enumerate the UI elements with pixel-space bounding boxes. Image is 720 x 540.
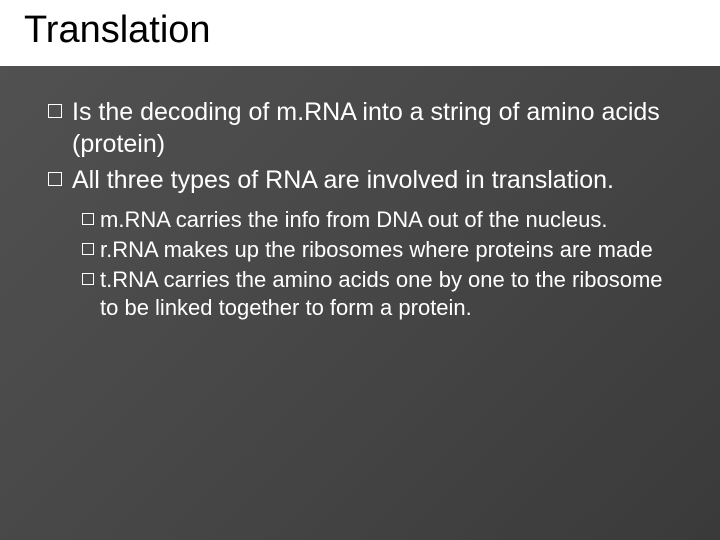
slide-title: Translation bbox=[0, 0, 720, 66]
slide-body: Is the decoding of m.RNA into a string o… bbox=[0, 66, 720, 323]
sub-bullet-text: r.RNA makes up the ribosomes where prote… bbox=[100, 236, 653, 264]
bullet-text: All three types of RNA are involved in t… bbox=[72, 164, 614, 196]
sub-bullet-text: t.RNA carries the amino acids one by one… bbox=[100, 266, 680, 322]
sub-bullet-item: t.RNA carries the amino acids one by one… bbox=[82, 266, 680, 322]
bullet-text: Is the decoding of m.RNA into a string o… bbox=[72, 96, 680, 160]
square-bullet-icon bbox=[48, 172, 62, 186]
sub-bullet-item: r.RNA makes up the ribosomes where prote… bbox=[82, 236, 680, 264]
sub-bullet-item: m.RNA carries the info from DNA out of t… bbox=[82, 206, 680, 234]
sub-bullet-text: m.RNA carries the info from DNA out of t… bbox=[100, 206, 607, 234]
square-bullet-icon bbox=[82, 213, 94, 225]
square-bullet-icon bbox=[82, 243, 94, 255]
bullet-item: Is the decoding of m.RNA into a string o… bbox=[48, 96, 680, 160]
square-bullet-icon bbox=[82, 273, 94, 285]
slide: Translation Is the decoding of m.RNA int… bbox=[0, 0, 720, 540]
square-bullet-icon bbox=[48, 104, 62, 118]
bullet-item: All three types of RNA are involved in t… bbox=[48, 164, 680, 196]
sub-bullet-list: m.RNA carries the info from DNA out of t… bbox=[48, 200, 680, 323]
